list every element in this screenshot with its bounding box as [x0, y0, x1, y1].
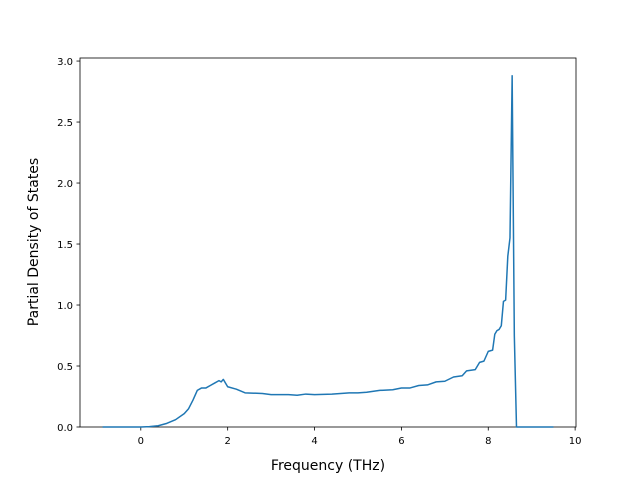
x-axis-label: Frequency (THz) — [271, 458, 385, 474]
y-tick-label: 3.0 — [57, 57, 73, 68]
x-tick-label: 6 — [398, 436, 404, 447]
x-tick-label: 2 — [224, 436, 230, 447]
x-tick-label: 4 — [311, 436, 317, 447]
y-tick-label: 1.0 — [57, 301, 73, 312]
x-tick-label: 10 — [569, 436, 582, 447]
x-tick-label: 0 — [138, 436, 144, 447]
y-tick-label: 1.5 — [57, 240, 73, 251]
y-tick-label: 2.5 — [57, 118, 73, 129]
y-tick-label: 0.0 — [57, 423, 73, 434]
y-tick-label: 0.5 — [57, 362, 73, 373]
y-axis-label: Partial Density of States — [26, 158, 42, 326]
axes-frame — [79, 57, 577, 428]
data-line — [102, 74, 554, 428]
x-tick-label: 8 — [485, 436, 491, 447]
y-tick-label: 2.0 — [57, 179, 73, 190]
